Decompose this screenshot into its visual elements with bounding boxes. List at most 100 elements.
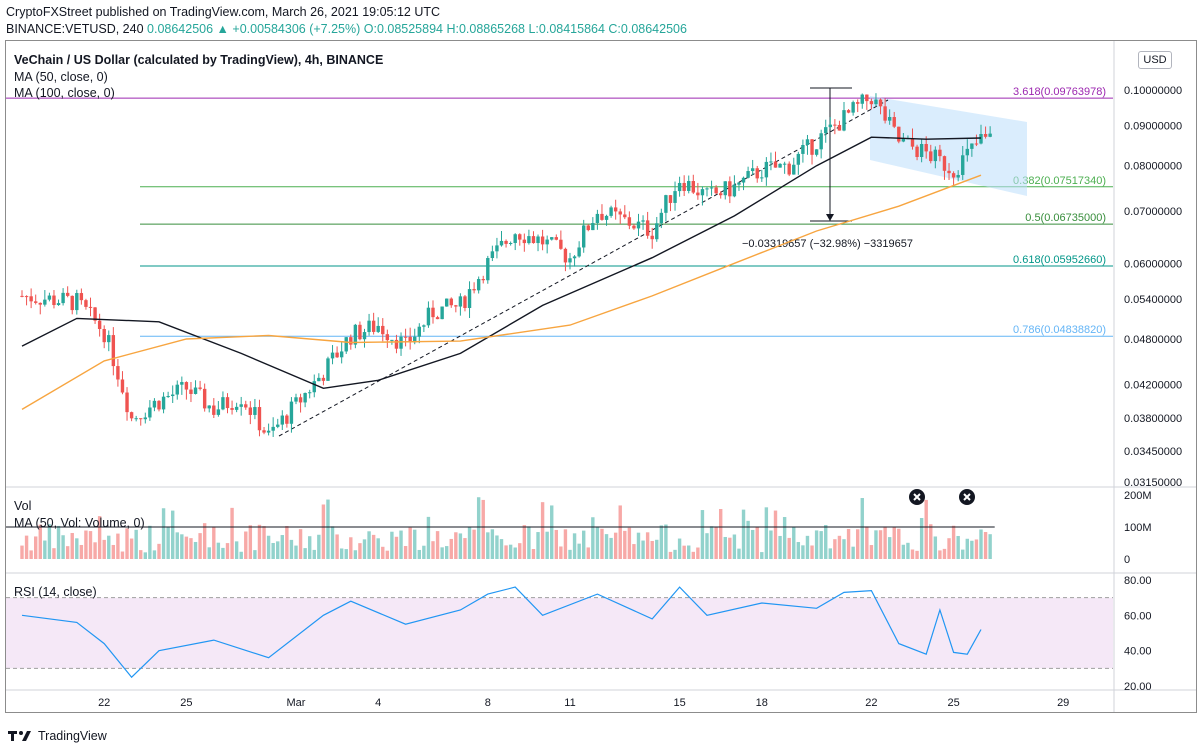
candle-body — [171, 394, 175, 397]
price-tick: 0.10000000 — [1124, 85, 1182, 97]
volume-bar — [737, 548, 741, 559]
volume-bar — [705, 533, 709, 559]
volume-bar — [481, 499, 485, 559]
candle-body — [668, 195, 673, 203]
candle-body — [385, 334, 390, 341]
volume-bar — [792, 527, 796, 559]
candle-body — [202, 388, 207, 409]
candle-body — [618, 211, 622, 215]
candle-body — [568, 258, 572, 263]
volume-bar — [330, 526, 335, 559]
volume-bar — [591, 517, 595, 559]
legend-vol-ma: MA (50, Vol: Volume, 0) — [14, 515, 145, 530]
candle-body — [851, 102, 855, 113]
candle-body — [143, 417, 147, 420]
volume-bar — [276, 541, 280, 559]
candle-body — [677, 182, 682, 192]
candle-body — [723, 181, 727, 196]
candle-body — [111, 335, 116, 367]
candle-body — [942, 156, 947, 171]
candle-body — [134, 418, 138, 420]
volume-bar — [577, 543, 581, 559]
volume-bar — [193, 541, 198, 559]
volume-bar — [212, 526, 216, 559]
volume-bar — [499, 539, 504, 559]
volume-bar — [289, 539, 294, 559]
volume-bar — [116, 533, 120, 559]
candle-body — [125, 392, 129, 413]
candle-body — [234, 406, 239, 410]
close-icon — [913, 493, 921, 501]
candle-body — [148, 407, 152, 418]
volume-bar — [851, 546, 855, 559]
price-tick: 0.03150000 — [1124, 477, 1182, 489]
candle-body — [403, 336, 408, 338]
volume-bar — [755, 527, 759, 559]
candle-body — [216, 409, 221, 415]
volume-bar — [495, 535, 499, 559]
volume-bar — [883, 526, 887, 559]
candle-body — [801, 144, 805, 154]
candle-body — [445, 298, 449, 307]
candle-body — [504, 240, 508, 244]
volume-bar — [709, 526, 714, 559]
volume-bar — [70, 532, 74, 559]
candle-body — [586, 225, 590, 231]
volume-bar — [673, 549, 677, 559]
candle-body — [732, 184, 737, 197]
candle-body — [139, 418, 143, 420]
candle-body — [476, 279, 481, 291]
candle-body — [426, 307, 431, 326]
main-legend: VeChain / US Dollar (calculated by Tradi… — [14, 52, 383, 102]
candle-body — [750, 168, 755, 172]
price-tick: 0.09000000 — [1124, 121, 1182, 133]
currency-badge[interactable]: USD — [1138, 51, 1172, 69]
candle-body — [52, 295, 56, 306]
volume-bar — [143, 552, 147, 559]
volume-bar — [828, 548, 832, 559]
volume-bar — [335, 534, 339, 559]
candle-body — [207, 405, 211, 409]
volume-bar — [79, 544, 84, 559]
candle-body — [339, 351, 344, 358]
volume-bar — [595, 527, 600, 559]
volume-bar — [43, 540, 47, 559]
volume-bar — [445, 546, 449, 559]
volume-bar — [582, 530, 586, 559]
volume-bar — [897, 528, 901, 559]
rsi-line — [21, 586, 982, 679]
volume-bar — [929, 524, 933, 559]
volume-bar — [262, 526, 266, 559]
volume-bar — [417, 549, 421, 559]
time-tick: 25 — [947, 697, 959, 709]
legend-title: VeChain / US Dollar (calculated by Tradi… — [14, 53, 384, 67]
candle-body — [595, 213, 600, 224]
candle-body — [513, 234, 517, 243]
volume-bar — [376, 538, 380, 559]
fib-label: 0.786(0.04838820) — [1013, 324, 1106, 336]
volume-bar — [865, 526, 869, 559]
volume-bar — [381, 546, 385, 559]
volume-bar — [467, 526, 472, 559]
volume-tick: 0 — [1124, 554, 1130, 566]
volume-bar — [540, 502, 545, 559]
candle-body — [88, 306, 93, 308]
candle-body — [43, 299, 47, 305]
volume-bar — [257, 524, 262, 559]
volume-bar — [225, 543, 230, 559]
volume-bar — [248, 525, 253, 559]
price-tick: 0.07000000 — [1124, 206, 1182, 218]
volume-bar — [431, 541, 435, 559]
legend-ma100: MA (100, close, 0) — [14, 86, 115, 100]
candle-body — [376, 325, 380, 332]
candle-body — [399, 336, 403, 349]
volume-bar — [860, 498, 864, 559]
candle-body — [161, 396, 166, 410]
volume-bar — [449, 538, 453, 559]
price-tick: 0.04200000 — [1124, 379, 1182, 391]
candle-body — [120, 379, 125, 393]
candle-body — [522, 239, 527, 244]
volume-bar — [285, 526, 289, 559]
rsi-band — [6, 597, 1113, 669]
